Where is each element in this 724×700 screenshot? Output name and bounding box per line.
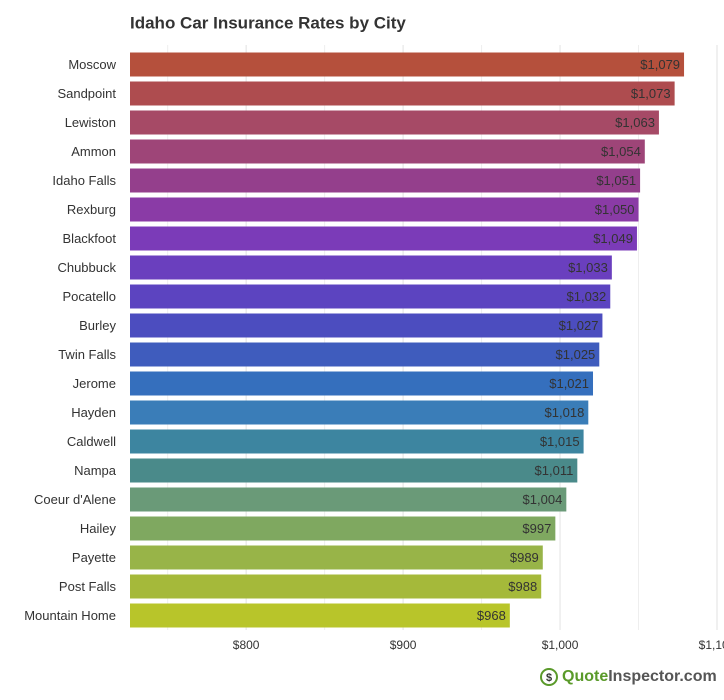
bar	[130, 255, 612, 280]
x-tick-label: $800	[233, 638, 260, 652]
value-label: $1,027	[559, 318, 599, 333]
y-tick-label: Pocatello	[63, 289, 116, 304]
value-label: $1,015	[540, 434, 580, 449]
value-label: $1,004	[523, 492, 563, 507]
y-tick-label: Caldwell	[67, 434, 116, 449]
bar	[130, 400, 589, 425]
value-label: $1,018	[545, 405, 585, 420]
y-tick-label: Sandpoint	[57, 86, 116, 101]
bar	[130, 197, 639, 222]
source-logo: $ QuoteInspector.com	[540, 668, 717, 686]
value-label: $1,032	[567, 289, 607, 304]
bar	[130, 458, 578, 483]
x-tick-label: $900	[390, 638, 417, 652]
y-tick-label: Hayden	[71, 405, 116, 420]
bar	[130, 429, 584, 454]
bar	[130, 545, 543, 570]
value-label: $1,051	[596, 173, 636, 188]
bar	[130, 574, 542, 599]
y-tick-label: Mountain Home	[24, 608, 116, 623]
bar	[130, 371, 594, 396]
value-label: $1,011	[535, 463, 574, 478]
value-label: $988	[508, 579, 537, 594]
y-tick-label: Ammon	[71, 144, 116, 159]
value-label: $1,050	[595, 202, 635, 217]
bar	[130, 81, 675, 106]
value-label: $1,033	[568, 260, 608, 275]
y-tick-label: Rexburg	[67, 202, 116, 217]
y-tick-label: Twin Falls	[58, 347, 116, 362]
value-label: $968	[477, 608, 506, 623]
chart-title: Idaho Car Insurance Rates by City	[130, 13, 406, 32]
value-label: $989	[510, 550, 539, 565]
y-tick-label: Burley	[79, 318, 116, 333]
source-brand-rest: Inspector.com	[608, 668, 716, 685]
y-tick-label: Post Falls	[59, 579, 117, 594]
bar	[130, 487, 567, 512]
bar	[130, 226, 637, 251]
logo-icon	[540, 668, 558, 686]
bar	[130, 603, 510, 628]
y-tick-label: Moscow	[68, 57, 116, 72]
bar	[130, 284, 611, 309]
y-tick-label: Nampa	[74, 463, 117, 478]
y-tick-label: Hailey	[80, 521, 117, 536]
value-label: $1,054	[601, 144, 641, 159]
value-label: $1,021	[549, 376, 589, 391]
bar	[130, 313, 603, 338]
value-label: $1,049	[593, 231, 633, 246]
value-label: $997	[522, 521, 551, 536]
y-tick-label: Coeur d'Alene	[34, 492, 116, 507]
x-tick-label: $1,000	[542, 638, 579, 652]
bar	[130, 516, 556, 541]
bar	[130, 52, 685, 77]
source-brand: Quote	[562, 668, 608, 685]
logo-icon-glyph: $	[546, 672, 552, 684]
x-tick-label: $1,100	[699, 638, 724, 652]
bar	[130, 110, 659, 135]
value-label: $1,025	[556, 347, 596, 362]
value-label: $1,063	[615, 115, 655, 130]
y-tick-label: Payette	[72, 550, 116, 565]
y-tick-label: Blackfoot	[63, 231, 117, 246]
source: QuoteInspector.com	[562, 668, 717, 685]
bar	[130, 342, 600, 367]
y-tick-label: Jerome	[73, 376, 116, 391]
y-tick-label: Lewiston	[65, 115, 116, 130]
value-label: $1,079	[640, 57, 680, 72]
y-tick-label: Chubbuck	[57, 260, 116, 275]
bar	[130, 139, 645, 164]
value-label: $1,073	[631, 86, 671, 101]
y-tick-label: Idaho Falls	[52, 173, 116, 188]
bar	[130, 168, 641, 193]
